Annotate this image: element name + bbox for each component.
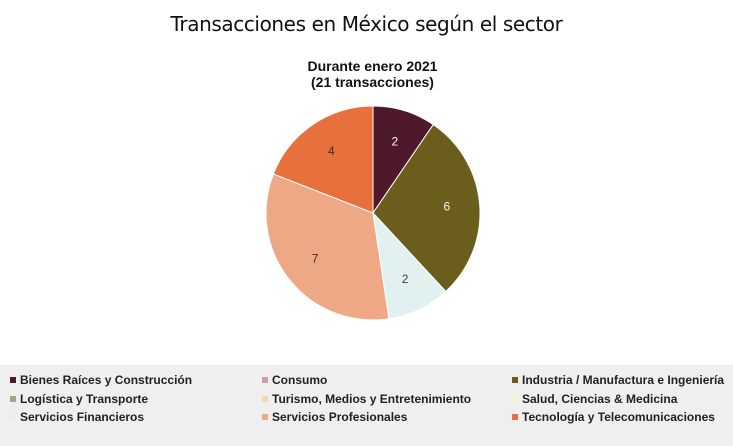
- slice-value-label-5: 4: [328, 144, 335, 158]
- legend-swatch: [262, 377, 268, 383]
- legend-item: Bienes Raíces y Construcción: [10, 373, 192, 387]
- chart-title: Durante enero 2021 (21 transacciones): [0, 58, 733, 90]
- legend-label: Servicios Profesionales: [272, 410, 408, 424]
- legend-swatch: [512, 396, 518, 402]
- pie-chart: 2 6 2 7 4: [265, 105, 481, 321]
- legend: Bienes Raíces y Construcción Consumo Indus…: [0, 365, 733, 446]
- slice-value-label-3: 2: [402, 272, 409, 286]
- legend-swatch: [10, 396, 16, 402]
- chart-title-line-2: (21 transacciones): [311, 74, 434, 90]
- legend-item: Consumo: [262, 373, 327, 387]
- legend-label: Turismo, Medios y Entretenimiento: [272, 392, 472, 406]
- legend-swatch: [10, 414, 16, 420]
- pie-slice-4: [265, 173, 390, 321]
- legend-swatch: [512, 414, 518, 420]
- legend-item: Logística y Transporte: [10, 392, 148, 406]
- legend-swatch: [512, 377, 518, 383]
- legend-item: Servicios Profesionales: [262, 410, 407, 424]
- legend-label: Bienes Raíces y Construcción: [20, 373, 193, 387]
- legend-label: Salud, Ciencias & Medicina: [522, 392, 678, 406]
- page-title: Transacciones en México según el sector: [170, 12, 563, 36]
- legend-swatch: [262, 414, 268, 420]
- legend-label: Servicios Financieros: [20, 410, 145, 424]
- legend-label: Industria / Manufactura e Ingeniería: [522, 373, 725, 387]
- legend-item: Industria / Manufactura e Ingeniería: [512, 373, 724, 387]
- pie-slice-2: [372, 123, 481, 293]
- chart-title-line-1: Durante enero 2021: [307, 58, 438, 74]
- legend-label: Logística y Transporte: [20, 392, 149, 406]
- slice-value-label-4: 7: [312, 251, 319, 265]
- legend-swatch: [10, 377, 16, 383]
- legend-item: Servicios Financieros: [10, 410, 144, 424]
- pie-slice-5: [272, 105, 374, 214]
- legend-item: Turismo, Medios y Entretenimiento: [262, 392, 471, 406]
- slice-value-label-2: 6: [443, 200, 450, 214]
- legend-swatch: [262, 396, 268, 402]
- legend-label: Consumo: [272, 373, 328, 387]
- legend-item: Tecnología y Telecomunicaciones: [512, 410, 715, 424]
- legend-item: Salud, Ciencias & Medicina: [512, 392, 677, 406]
- legend-label: Tecnología y Telecomunicaciones: [522, 410, 715, 424]
- slice-value-label-1: 2: [391, 134, 398, 148]
